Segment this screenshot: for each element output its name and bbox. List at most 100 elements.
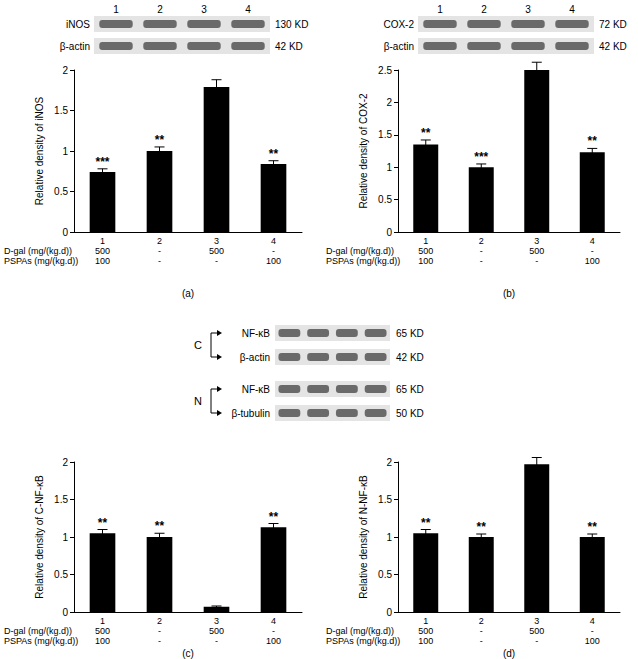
svg-text:**: ** bbox=[477, 520, 487, 534]
svg-text:-: - bbox=[272, 626, 275, 636]
svg-text:(d): (d) bbox=[503, 648, 515, 659]
svg-text:0.5: 0.5 bbox=[54, 186, 68, 197]
svg-text:-: - bbox=[158, 636, 161, 646]
svg-text:-: - bbox=[480, 256, 483, 266]
svg-text:1: 1 bbox=[62, 532, 68, 543]
svg-text:(c): (c) bbox=[182, 648, 194, 659]
svg-text:PSPAs (mg/(kg.d)): PSPAs (mg/(kg.d)) bbox=[326, 636, 400, 646]
svg-text:-: - bbox=[215, 636, 218, 646]
svg-text:D-gal (mg/(kg.d)): D-gal (mg/(kg.d)) bbox=[326, 246, 394, 256]
svg-text:***: *** bbox=[474, 150, 488, 164]
svg-text:100: 100 bbox=[95, 256, 110, 266]
svg-text:NF-κB: NF-κB bbox=[242, 328, 271, 339]
svg-text:100: 100 bbox=[585, 256, 600, 266]
svg-text:42 KD: 42 KD bbox=[275, 41, 303, 52]
svg-text:65 KD: 65 KD bbox=[396, 384, 424, 395]
svg-text:β-tubulin: β-tubulin bbox=[231, 408, 270, 419]
svg-text:2: 2 bbox=[157, 616, 162, 626]
svg-text:Relative density of C-NF-κB: Relative density of C-NF-κB bbox=[34, 475, 45, 599]
svg-text:**: ** bbox=[155, 133, 165, 147]
svg-text:1: 1 bbox=[386, 162, 392, 173]
svg-text:D-gal (mg/(kg.d)): D-gal (mg/(kg.d)) bbox=[326, 626, 394, 636]
svg-text:3: 3 bbox=[214, 236, 219, 246]
svg-text:2: 2 bbox=[62, 457, 68, 468]
svg-text:42 KD: 42 KD bbox=[599, 41, 627, 52]
svg-text:500: 500 bbox=[418, 246, 433, 256]
svg-text:D-gal (mg/(kg.d)): D-gal (mg/(kg.d)) bbox=[4, 626, 72, 636]
svg-text:1: 1 bbox=[100, 236, 105, 246]
svg-text:-: - bbox=[591, 246, 594, 256]
svg-text:β-actin: β-actin bbox=[60, 41, 90, 52]
svg-text:**: ** bbox=[421, 126, 431, 140]
svg-text:4: 4 bbox=[271, 616, 276, 626]
svg-text:2: 2 bbox=[479, 236, 484, 246]
svg-text:**: ** bbox=[269, 510, 279, 524]
svg-text:2: 2 bbox=[157, 4, 163, 15]
svg-text:-: - bbox=[591, 626, 594, 636]
svg-text:500: 500 bbox=[95, 246, 110, 256]
svg-text:β-actin: β-actin bbox=[384, 41, 414, 52]
svg-text:2: 2 bbox=[62, 65, 68, 76]
svg-text:1: 1 bbox=[386, 532, 392, 543]
svg-text:100: 100 bbox=[95, 636, 110, 646]
svg-text:1: 1 bbox=[437, 4, 443, 15]
svg-text:0: 0 bbox=[386, 227, 392, 238]
svg-text:3: 3 bbox=[525, 4, 531, 15]
svg-text:4: 4 bbox=[271, 236, 276, 246]
svg-text:**: ** bbox=[155, 519, 165, 533]
svg-text:-: - bbox=[480, 626, 483, 636]
svg-text:-: - bbox=[480, 636, 483, 646]
svg-text:(a): (a) bbox=[182, 288, 194, 299]
svg-text:Relative density of iNOS: Relative density of iNOS bbox=[34, 96, 45, 205]
svg-text:2: 2 bbox=[386, 457, 392, 468]
svg-text:(b): (b) bbox=[503, 288, 515, 299]
svg-text:130 KD: 130 KD bbox=[275, 19, 308, 30]
svg-text:1.5: 1.5 bbox=[378, 494, 392, 505]
svg-text:PSPAs (mg/(kg.d)): PSPAs (mg/(kg.d)) bbox=[4, 636, 78, 646]
svg-text:100: 100 bbox=[585, 636, 600, 646]
svg-text:500: 500 bbox=[529, 246, 544, 256]
svg-text:0.5: 0.5 bbox=[378, 569, 392, 580]
svg-text:500: 500 bbox=[209, 246, 224, 256]
svg-text:4: 4 bbox=[569, 4, 575, 15]
svg-text:2: 2 bbox=[386, 97, 392, 108]
svg-text:4: 4 bbox=[590, 236, 595, 246]
svg-text:**: ** bbox=[269, 147, 279, 161]
svg-text:1: 1 bbox=[113, 4, 119, 15]
svg-text:PSPAs (mg/(kg.d)): PSPAs (mg/(kg.d)) bbox=[4, 256, 78, 266]
svg-text:500: 500 bbox=[418, 626, 433, 636]
svg-text:**: ** bbox=[588, 134, 598, 148]
svg-text:Relative density of N-NF-κB: Relative density of N-NF-κB bbox=[358, 475, 369, 599]
svg-text:4: 4 bbox=[245, 4, 251, 15]
svg-text:500: 500 bbox=[95, 626, 110, 636]
svg-text:3: 3 bbox=[534, 236, 539, 246]
svg-text:D-gal (mg/(kg.d)): D-gal (mg/(kg.d)) bbox=[4, 246, 72, 256]
svg-text:2: 2 bbox=[479, 616, 484, 626]
svg-text:PSPAs (mg/(kg.d)): PSPAs (mg/(kg.d)) bbox=[326, 256, 400, 266]
svg-text:0.5: 0.5 bbox=[378, 194, 392, 205]
svg-text:N: N bbox=[194, 395, 202, 407]
svg-text:42 KD: 42 KD bbox=[396, 352, 424, 363]
svg-text:1: 1 bbox=[62, 146, 68, 157]
svg-text:-: - bbox=[480, 246, 483, 256]
svg-text:100: 100 bbox=[418, 636, 433, 646]
svg-text:1: 1 bbox=[423, 616, 428, 626]
svg-text:3: 3 bbox=[534, 616, 539, 626]
svg-text:500: 500 bbox=[529, 626, 544, 636]
svg-text:-: - bbox=[158, 626, 161, 636]
svg-text:1: 1 bbox=[423, 236, 428, 246]
svg-text:-: - bbox=[272, 246, 275, 256]
svg-text:3: 3 bbox=[201, 4, 207, 15]
svg-text:-: - bbox=[535, 636, 538, 646]
svg-text:65 KD: 65 KD bbox=[396, 328, 424, 339]
svg-text:0.5: 0.5 bbox=[54, 569, 68, 580]
svg-text:3: 3 bbox=[214, 616, 219, 626]
svg-text:-: - bbox=[158, 246, 161, 256]
svg-text:1.5: 1.5 bbox=[54, 494, 68, 505]
svg-text:Relative density of COX-2: Relative density of COX-2 bbox=[358, 93, 369, 208]
svg-text:COX-2: COX-2 bbox=[383, 19, 414, 30]
svg-text:1.5: 1.5 bbox=[54, 105, 68, 116]
svg-text:0: 0 bbox=[62, 607, 68, 618]
svg-text:100: 100 bbox=[418, 256, 433, 266]
svg-text:***: *** bbox=[95, 155, 109, 169]
